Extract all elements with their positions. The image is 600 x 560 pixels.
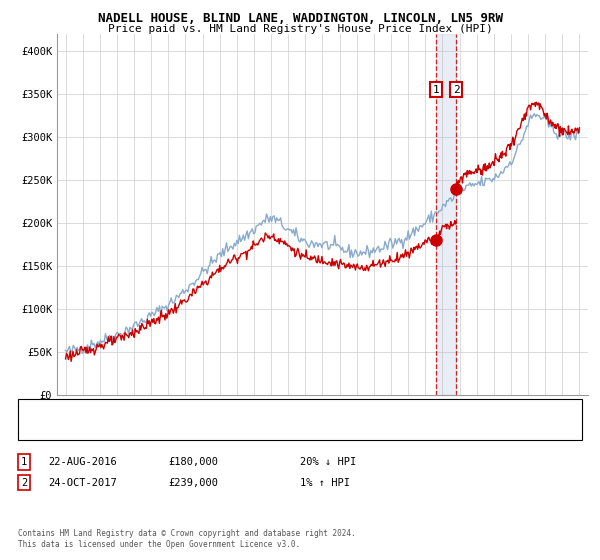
Bar — [436, 34, 456, 395]
Text: £239,000: £239,000 — [168, 478, 218, 488]
Text: Price paid vs. HM Land Registry's House Price Index (HPI): Price paid vs. HM Land Registry's House … — [107, 24, 493, 34]
Text: 20% ↓ HPI: 20% ↓ HPI — [300, 457, 356, 467]
Text: ——: —— — [33, 423, 50, 437]
Text: 22-AUG-2016: 22-AUG-2016 — [48, 457, 117, 467]
Text: 1% ↑ HPI: 1% ↑ HPI — [300, 478, 350, 488]
Text: ——: —— — [33, 404, 50, 418]
Text: 24-OCT-2017: 24-OCT-2017 — [48, 478, 117, 488]
Text: NADELL HOUSE, BLIND LANE, WADDINGTON, LINCOLN, LN5 9RW (detached house): NADELL HOUSE, BLIND LANE, WADDINGTON, LI… — [69, 405, 486, 416]
Text: 2: 2 — [453, 85, 460, 95]
Text: NADELL HOUSE, BLIND LANE, WADDINGTON, LINCOLN, LN5 9RW: NADELL HOUSE, BLIND LANE, WADDINGTON, LI… — [97, 12, 503, 25]
Text: 1: 1 — [21, 457, 27, 467]
Text: 2: 2 — [21, 478, 27, 488]
Text: £180,000: £180,000 — [168, 457, 218, 467]
Text: 1: 1 — [433, 85, 440, 95]
Text: Contains HM Land Registry data © Crown copyright and database right 2024.
This d: Contains HM Land Registry data © Crown c… — [18, 529, 356, 549]
Text: HPI: Average price, detached house, North Kesteven: HPI: Average price, detached house, Nort… — [69, 424, 363, 435]
